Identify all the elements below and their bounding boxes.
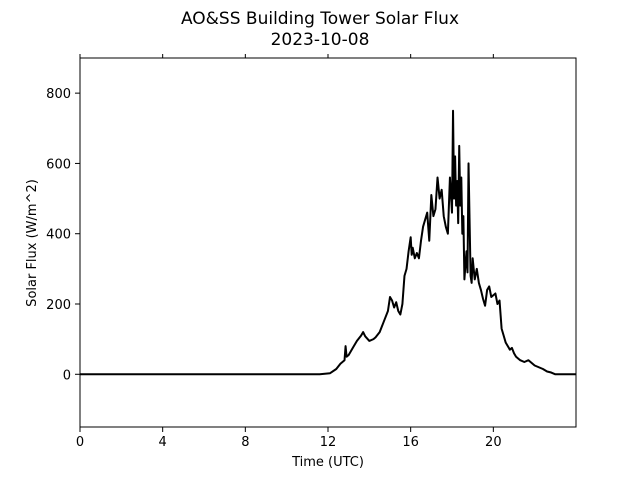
- x-tick-label: 12: [320, 435, 337, 450]
- y-tick-label: 0: [63, 368, 71, 383]
- y-axis-ticks: 0 200 400 600 800: [46, 87, 80, 383]
- x-tick-label: 0: [76, 435, 84, 450]
- x-tick-label: 16: [402, 435, 419, 450]
- x-axis-ticks: 0 4 8 12 16 20: [76, 54, 502, 450]
- y-tick-label: 800: [46, 87, 71, 102]
- x-tick-label: 20: [485, 435, 502, 450]
- x-axis-label: Time (UTC): [291, 455, 364, 470]
- solar-flux-line: [80, 109, 576, 376]
- x-tick-label: 8: [241, 435, 249, 450]
- plot-frame: [79, 57, 577, 428]
- chart-subtitle: 2023-10-08: [271, 30, 370, 50]
- x-tick-label: 4: [159, 435, 167, 450]
- chart-title: AO&SS Building Tower Solar Flux: [181, 9, 459, 29]
- y-tick-label: 200: [46, 298, 71, 313]
- y-axis-label: Solar Flux (W/m^2): [25, 179, 40, 307]
- y-tick-label: 400: [46, 228, 71, 243]
- plot-area: [79, 57, 577, 428]
- y-tick-label: 600: [46, 157, 71, 172]
